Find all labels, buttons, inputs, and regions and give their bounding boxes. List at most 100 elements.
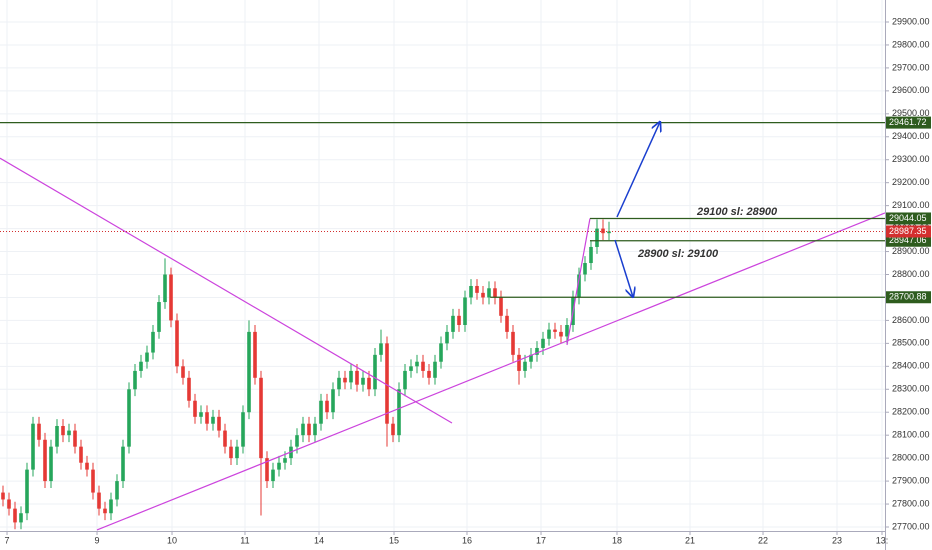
candle-body xyxy=(325,400,329,413)
y-tick-label: 29600.00 xyxy=(892,85,930,95)
candle-body xyxy=(13,508,17,523)
level-label: 28700.88 xyxy=(889,292,927,302)
candle-body xyxy=(373,354,377,390)
candle-body xyxy=(31,423,35,470)
candle-body xyxy=(253,331,257,378)
annotation: 29100 sl: 28900 xyxy=(696,206,778,218)
candle-body xyxy=(25,469,29,514)
candle-body xyxy=(355,370,359,385)
y-tick-label: 28600.00 xyxy=(892,315,930,325)
candle-body xyxy=(205,412,209,424)
y-tick-label: 28400.00 xyxy=(892,361,930,371)
candle-body xyxy=(85,462,89,470)
candle-body xyxy=(427,370,431,378)
candle-body xyxy=(103,508,107,514)
y-tick-label: 28500.00 xyxy=(892,338,930,348)
y-tick-label: 29300.00 xyxy=(892,154,930,164)
candle-body xyxy=(367,377,371,390)
x-tick-label: 9 xyxy=(95,535,100,545)
y-tick-label: 28200.00 xyxy=(892,407,930,417)
x-tick-label: 23 xyxy=(832,535,842,545)
y-tick-label: 28000.00 xyxy=(892,453,930,463)
y-tick-label: 29100.00 xyxy=(892,200,930,210)
candle-body xyxy=(43,439,47,482)
axes: 27700.00 27800.00 27900.00 28000.00 28100.00… xyxy=(5,16,931,545)
candle-body xyxy=(523,361,527,371)
candle-body xyxy=(247,331,251,413)
candle-body xyxy=(187,377,191,401)
y-tick-label: 29400.00 xyxy=(892,131,930,141)
x-tick-label: 22 xyxy=(758,535,768,545)
candle-body xyxy=(589,246,593,264)
candle-body xyxy=(481,292,485,298)
candle-body xyxy=(385,343,389,424)
level-label-box xyxy=(886,212,931,225)
candle-body xyxy=(169,274,173,321)
candle-body xyxy=(283,458,287,463)
x-tick-label: 11 xyxy=(240,535,249,545)
candle-body xyxy=(583,263,587,275)
candle-body xyxy=(541,338,545,348)
candle-body xyxy=(313,423,317,436)
candle-body xyxy=(553,329,557,332)
candle-body xyxy=(505,315,509,332)
candle-body xyxy=(157,302,161,332)
candle-body xyxy=(67,430,71,436)
candle-body xyxy=(607,231,611,234)
x-tick-label: 17 xyxy=(536,535,546,545)
candle-body xyxy=(211,416,215,424)
x-tick-label: 7 xyxy=(5,535,10,545)
candle-body xyxy=(397,389,401,436)
candle-body xyxy=(547,329,551,339)
level-label: 29044.05 xyxy=(889,213,927,223)
y-tick-label: 29800.00 xyxy=(892,39,930,49)
candle-body xyxy=(331,389,335,413)
last-price-box xyxy=(886,225,931,238)
candle-body xyxy=(121,446,125,482)
y-tick-label: 28800.00 xyxy=(892,269,930,279)
y-tick-label: 29700.00 xyxy=(892,62,930,72)
candle-body xyxy=(469,285,473,298)
candle-body xyxy=(133,370,137,390)
y-tick-label: 29900.00 xyxy=(892,16,930,26)
candle-body xyxy=(337,377,341,390)
x-tick-label: 14 xyxy=(314,535,324,545)
candle-body xyxy=(61,426,65,436)
candle-body xyxy=(199,412,203,417)
y-tick-label: 28900.00 xyxy=(892,246,930,256)
candle-body xyxy=(163,274,167,303)
x-tick-label: 15 xyxy=(389,535,399,545)
plot-area xyxy=(0,0,886,531)
arrow-down xyxy=(614,239,633,297)
candle-body xyxy=(421,361,425,371)
candle-body xyxy=(391,423,395,436)
y-tick-label: 27900.00 xyxy=(892,475,930,485)
trendline xyxy=(96,212,886,531)
x-tick-label: 18 xyxy=(612,535,622,545)
candle-body xyxy=(457,315,461,325)
candle-body xyxy=(349,370,353,383)
candle-body xyxy=(73,430,77,447)
candle-body xyxy=(79,446,83,463)
candle-body xyxy=(403,370,407,390)
candle-body xyxy=(265,458,269,482)
candle-body xyxy=(109,499,113,514)
candle-body xyxy=(409,366,413,371)
candle-body xyxy=(193,400,197,417)
candle-body xyxy=(151,331,155,353)
candle-body xyxy=(433,361,437,378)
candle-body xyxy=(601,228,605,234)
candle-body xyxy=(577,274,581,298)
candle-body xyxy=(445,331,449,344)
candle-body xyxy=(451,315,455,332)
candle-body xyxy=(493,288,497,298)
arrow-up xyxy=(616,122,660,218)
x-tick-label: 16 xyxy=(462,535,472,545)
candle-body xyxy=(181,366,185,378)
candle-body xyxy=(1,492,5,500)
price-axis xyxy=(885,0,932,550)
candle-body xyxy=(229,446,233,459)
candle-body xyxy=(145,352,149,362)
